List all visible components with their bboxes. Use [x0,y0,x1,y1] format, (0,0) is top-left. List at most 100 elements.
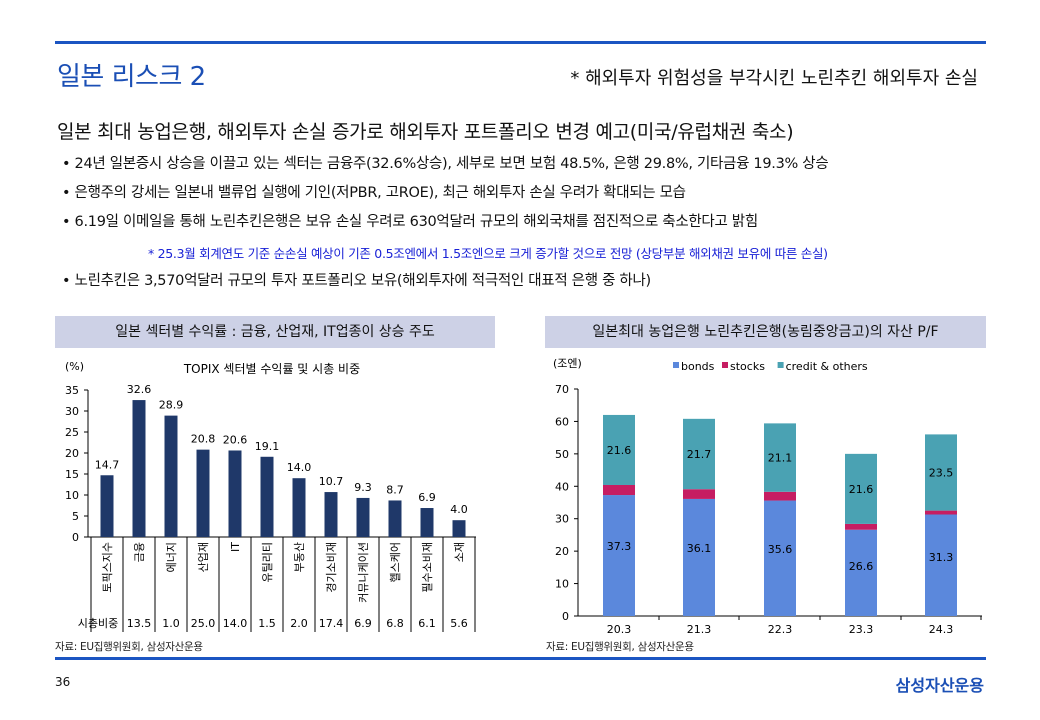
x-tick-label: 23.3 [849,623,874,636]
data-label: 19.1 [255,440,280,453]
bar-segment-stocks [845,523,877,530]
bar [420,508,434,537]
x-tick-label: 22.3 [768,623,793,636]
data-label: 35.6 [768,543,793,556]
footnote: * 25.3월 회계연도 기준 순손실 예상이 기존 0.5조엔에서 1.5조엔… [148,246,828,261]
category-label: 금융 [133,542,146,562]
category-label: 에너지 [165,542,178,572]
market-cap-weight: 1.5 [258,617,276,630]
category-label: 커뮤니케이션 [357,542,370,603]
y-tick-label: 10 [65,489,79,502]
category-label: 토픽스지수 [101,542,114,593]
market-cap-weight: 17.4 [319,617,344,630]
section-heading: 일본 최대 농업은행, 해외투자 손실 증가로 해외투자 포트폴리오 변경 예고… [57,121,794,143]
category-label: 유틸리티 [261,542,274,582]
bar [356,497,370,537]
bar [452,520,466,537]
y-tick-label: 15 [65,468,79,481]
x-tick-label: 24.3 [929,623,954,636]
y-tick-label: 50 [555,448,569,461]
legend-swatch-stocks [722,362,728,368]
right-source: 자료: EU집행위원회, 삼성자산운용 [546,641,694,653]
bar-segment-bonds [764,500,796,616]
data-label: 21.6 [607,444,632,457]
bar-segment-credit-others [925,434,957,511]
bar [132,400,146,537]
market-cap-weight: 1.0 [162,617,180,630]
market-cap-weight: 25.0 [191,617,216,630]
market-cap-weight: 14.0 [223,617,248,630]
data-label: 21.7 [687,448,712,461]
legend-label: bonds [681,360,715,373]
data-label: 8.7 [386,483,404,496]
data-label: 37.3 [607,540,632,553]
bar [388,500,402,537]
y-tick-label: 60 [555,415,569,428]
y-tick-label: 0 [72,531,79,544]
y-tick-label: 0 [562,610,569,623]
y-tick-label: 5 [72,510,79,523]
category-label: 산업재 [197,542,210,572]
data-label: 10.7 [319,475,344,488]
category-label: 필수소비재 [421,542,434,593]
data-label: 4.0 [450,503,468,516]
category-label: IT [229,542,242,552]
market-cap-weight: 6.9 [354,617,372,630]
market-cap-weight: 13.5 [127,617,152,630]
bar [228,450,242,537]
data-label: 21.1 [768,452,793,465]
data-label: 31.3 [929,551,954,564]
table-row-label: 시총비중 [78,617,118,630]
legend-label: stocks [730,360,765,373]
data-label: 26.6 [849,560,874,573]
page-number: 36 [55,675,71,689]
right-panel-header: 일본최대 농업은행 노린추킨은행(농림중앙금고)의 자산 P/F [545,316,986,348]
market-cap-weight: 6.1 [418,617,436,630]
bar [260,456,274,537]
bar-segment-credit-others [845,453,877,524]
company-logo: 삼성자산운용 [895,676,984,695]
bar [324,492,338,537]
bar [164,415,178,537]
category-label: 소재 [453,542,466,562]
bullet-4: • 노린추킨은 3,570억달러 규모의 투자 포트폴리오 보유(해외투자에 적… [62,273,651,289]
bar-segment-stocks [764,491,796,501]
y-axis-unit: (조엔) [553,357,582,370]
bottom-rule [55,657,986,660]
data-label: 32.6 [127,383,152,396]
y-tick-label: 30 [65,405,79,418]
bar-segment-bonds [845,529,877,616]
y-tick-label: 20 [65,447,79,460]
y-tick-label: 20 [555,545,569,558]
market-cap-weight: 2.0 [290,617,308,630]
bar-segment-credit-others [683,418,715,490]
category-label: 부동산 [293,542,306,572]
bar-segment-credit-others [764,423,796,492]
y-axis-unit: (%) [65,360,84,373]
data-label: 9.3 [354,481,372,494]
data-label: 20.8 [191,433,216,446]
legend-label: credit & others [786,360,868,373]
bar-segment-bonds [603,495,635,616]
y-tick-label: 70 [555,383,569,396]
bullet-3: • 6.19일 이메일을 통해 노린추킨은행은 보유 손실 우려로 630억달러… [62,214,758,230]
data-label: 14.7 [95,458,120,471]
bar [196,449,210,537]
data-label: 21.6 [849,483,874,496]
market-cap-weight: 6.8 [386,617,404,630]
bullet-2: • 은행주의 강세는 일본내 밸류업 실행에 기인(저PBR, 고ROE), 최… [62,185,686,201]
y-tick-label: 10 [555,578,569,591]
category-label: 경기소비재 [325,542,338,593]
top-rule [55,41,986,44]
data-label: 28.9 [159,399,184,412]
bar-segment-stocks [925,510,957,515]
bar-segment-bonds [925,514,957,616]
market-cap-weight: 5.6 [450,617,468,630]
data-label: 36.1 [687,542,712,555]
left-panel-header: 일본 섹터별 수익률 : 금융, 산업재, IT업종이 상승 주도 [55,316,495,348]
y-tick-label: 35 [65,384,79,397]
left-source: 자료: EU집행위원회, 삼성자산운용 [55,641,203,653]
data-label: 23.5 [929,467,954,480]
